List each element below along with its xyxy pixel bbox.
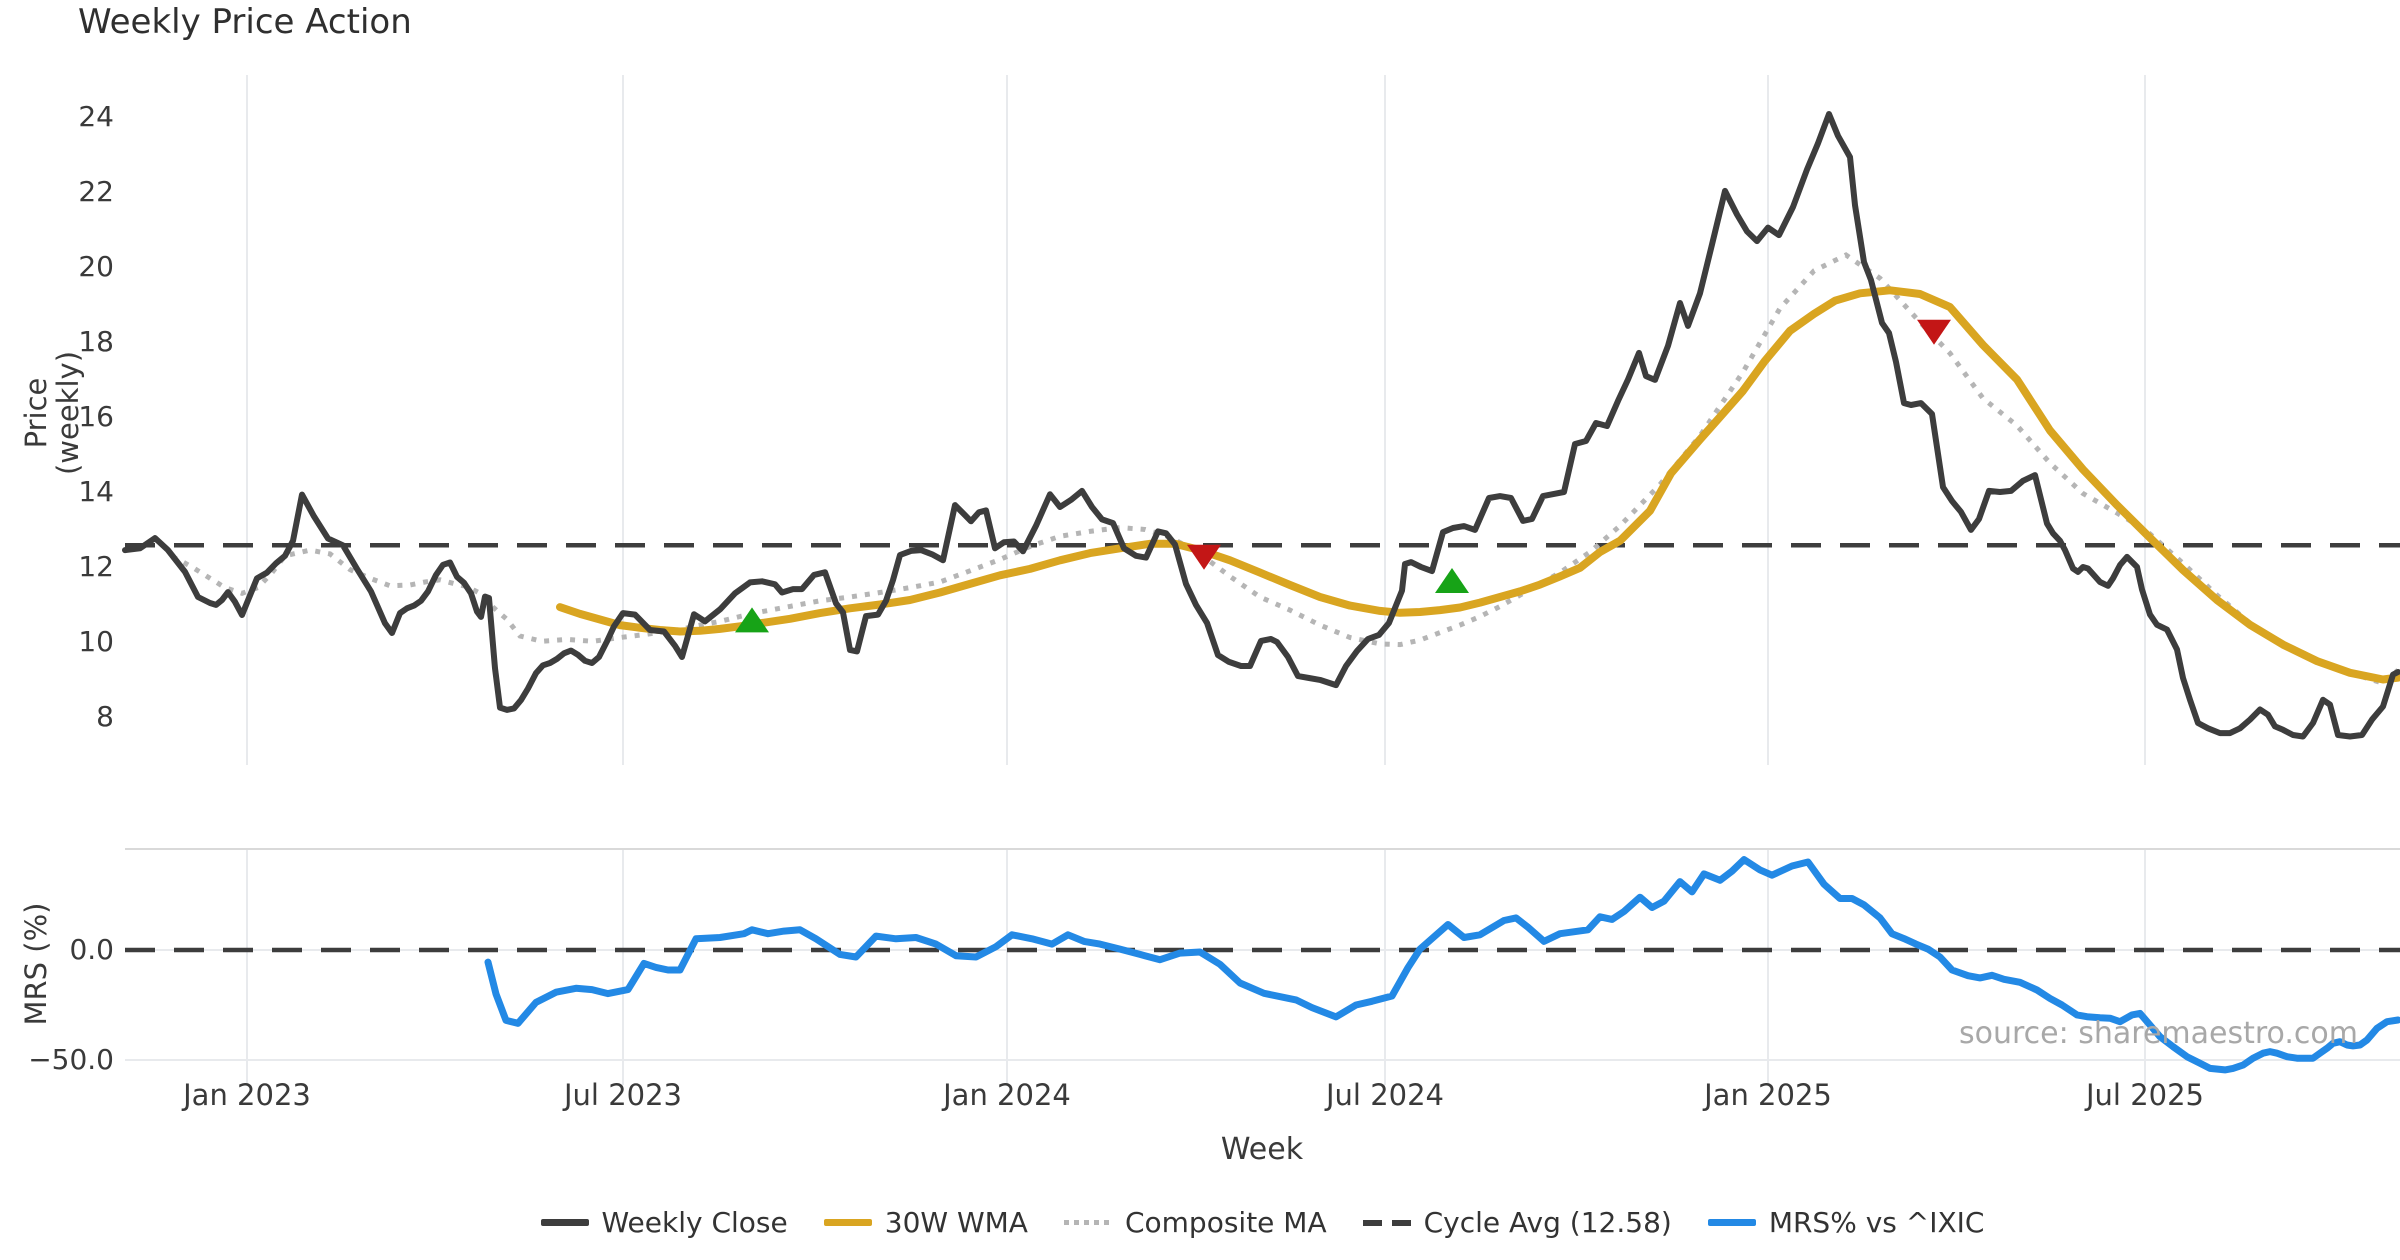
price-ytick-14: 14 [78, 475, 114, 508]
mrs-ytick-0: 0.0 [69, 933, 114, 966]
mrs-series [484, 856, 2400, 1074]
legend: Weekly Close 30W WMA Composite MA Cycle … [125, 1206, 2400, 1239]
legend-item-composite-ma: Composite MA [1063, 1206, 1327, 1239]
price-ytick-12: 12 [78, 550, 114, 583]
legend-item-cycle-avg: Cycle Avg (12.58) [1362, 1206, 1672, 1239]
chart-title: Weekly Price Action [78, 2, 412, 42]
xtick-jul-2023: Jul 2023 [563, 1078, 682, 1112]
price-ytick-8: 8 [96, 700, 114, 733]
mrs-ytick--50: −50.0 [28, 1043, 114, 1076]
weekly-close-series [122, 111, 2400, 740]
buy-signal-marker [1435, 568, 1469, 593]
source-watermark: source: sharemaestro.com [1959, 1016, 2358, 1051]
xtick-jan-2025: Jan 2025 [1704, 1078, 1832, 1112]
buy-signal-marker [735, 607, 769, 633]
price-ytick-10: 10 [78, 625, 114, 658]
mrs-line-swatch-icon [1707, 1219, 1756, 1226]
legend-label: MRS% vs ^IXIC [1768, 1206, 1985, 1239]
composite-ma-line-swatch-icon [1063, 1220, 1112, 1225]
sell-signal-marker [1187, 544, 1221, 570]
legend-item-30w-wma: 30W WMA [823, 1206, 1028, 1239]
price-ytick-24: 24 [78, 100, 114, 133]
legend-label: Weekly Close [601, 1206, 788, 1239]
sell-signal-marker [1917, 319, 1951, 345]
cycle-avg-line-swatch-icon [1362, 1219, 1411, 1226]
legend-label: Composite MA [1124, 1206, 1327, 1239]
legend-item-mrs: MRS% vs ^IXIC [1707, 1206, 1985, 1239]
price-ytick-18: 18 [78, 325, 114, 358]
xtick-jul-2025: Jul 2025 [2085, 1078, 2204, 1112]
week-axis-label: Week [1220, 1132, 1304, 1167]
legend-item-weekly-close: Weekly Close [540, 1206, 788, 1239]
xtick-jan-2023: Jan 2023 [183, 1078, 311, 1112]
composite-ma-series [170, 252, 2400, 687]
xtick-jul-2024: Jul 2024 [1325, 1078, 1444, 1112]
weekly-close-line-swatch-icon [540, 1219, 589, 1226]
legend-label: Cycle Avg (12.58) [1423, 1206, 1672, 1239]
price-ytick-22: 22 [78, 175, 114, 208]
legend-label: 30W WMA [884, 1206, 1028, 1239]
wma-line-swatch-icon [823, 1219, 872, 1226]
wma-30w-series [556, 286, 2400, 684]
price-ytick-20: 20 [78, 250, 114, 283]
xtick-jan-2024: Jan 2024 [943, 1078, 1071, 1112]
price-ytick-16: 16 [78, 400, 114, 433]
